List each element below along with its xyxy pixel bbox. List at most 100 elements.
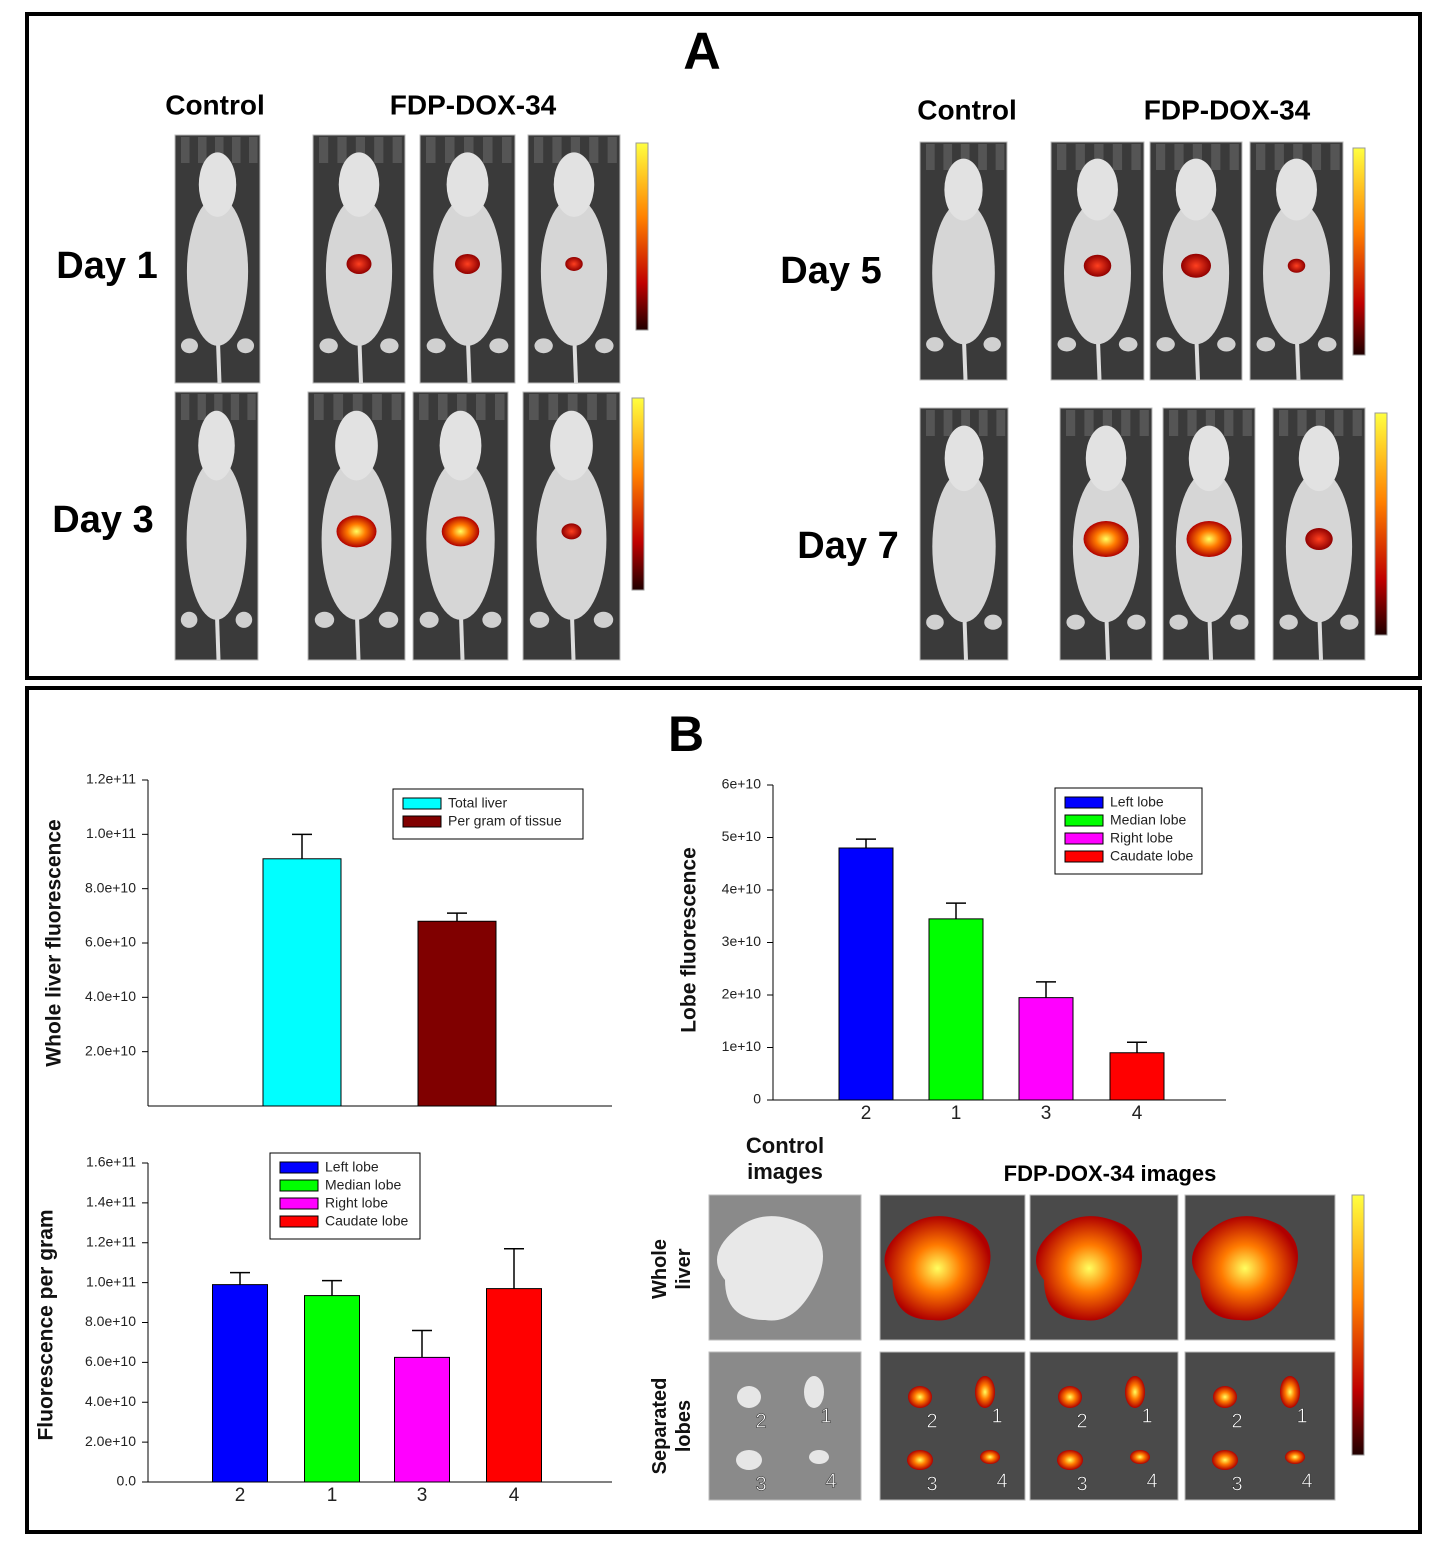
mouse-paw — [1217, 337, 1236, 352]
fluorescence-signal — [1181, 253, 1211, 278]
image-stripe — [926, 410, 935, 436]
liver-lobe — [1058, 1386, 1082, 1408]
image-background — [708, 1351, 862, 1501]
mouse-paw — [180, 338, 198, 354]
y-tick-label: 6.0e+10 — [85, 934, 136, 950]
fluorescence-signal — [336, 515, 377, 548]
y-tick-label: 0 — [753, 1091, 761, 1107]
mouse-body — [540, 197, 608, 346]
image-stripe — [1311, 144, 1322, 170]
image-stripe — [1192, 144, 1202, 170]
mouse-paw — [1169, 614, 1188, 630]
image-stripe — [464, 137, 474, 163]
image-stripe — [355, 137, 365, 163]
fluorescence-signal — [346, 253, 372, 274]
image-stripe — [1352, 410, 1362, 436]
image-stripe — [548, 394, 559, 420]
fluorescence-signal — [565, 256, 583, 271]
mouse-paw — [1340, 614, 1359, 630]
mouse-body — [1263, 201, 1330, 345]
legend-label: Left lobe — [1110, 794, 1164, 810]
liver-lobe — [736, 1450, 762, 1470]
image-stripe — [495, 394, 505, 420]
whole-liver — [1036, 1216, 1142, 1321]
mouse-paw — [489, 338, 509, 354]
lobe-label: 4 — [825, 1470, 836, 1492]
legend-label: Left lobe — [325, 1159, 379, 1175]
bar — [304, 1295, 360, 1483]
mouse-head — [550, 410, 593, 481]
mouse-head — [439, 410, 482, 481]
mouse-paw — [1230, 614, 1249, 630]
mouse-paw — [595, 338, 614, 354]
image-stripe — [1131, 144, 1141, 170]
legend-swatch — [1064, 832, 1104, 845]
image-stripe — [589, 137, 599, 163]
image-stripe — [1187, 410, 1197, 436]
panel-label: A — [683, 23, 721, 81]
image-stripe — [1102, 410, 1112, 436]
image-stripe — [1075, 144, 1085, 170]
row-label: Whole liver — [649, 1239, 695, 1299]
image-stripe — [476, 394, 486, 420]
image-stripe — [197, 394, 206, 420]
liver-lobe — [737, 1386, 761, 1408]
image-stripe — [1242, 410, 1252, 436]
mouse-head — [1276, 158, 1317, 221]
bar — [486, 1288, 542, 1483]
image-stripe — [607, 137, 617, 163]
y-tick-label: 1.2e+11 — [86, 1233, 136, 1249]
bar — [417, 920, 497, 1107]
liver-lobe — [907, 1450, 933, 1470]
y-tick-label: 6.0e+10 — [85, 1353, 136, 1369]
y-tick-label: 2.0e+10 — [85, 1042, 136, 1058]
fluorescence-signal — [441, 516, 480, 547]
image-background — [879, 1351, 1026, 1501]
liver-lobe — [1057, 1450, 1083, 1470]
image-stripe — [372, 394, 382, 420]
fluorescence-signal — [1083, 521, 1129, 558]
column-label: FDP-DOX-34 images — [1004, 1161, 1217, 1186]
fluorescence-signal — [561, 523, 582, 540]
image-stripe — [1211, 144, 1221, 170]
liver-lobe — [1213, 1386, 1237, 1408]
image-stripe — [314, 394, 324, 420]
mouse-paw — [380, 338, 399, 354]
lobe-label: 4 — [996, 1470, 1007, 1492]
image-stripe — [943, 144, 953, 170]
image-stripe — [534, 137, 544, 163]
bar — [1018, 997, 1074, 1101]
image-stripe — [502, 137, 512, 163]
mouse-paw — [926, 614, 944, 630]
column-label: Control — [917, 94, 1017, 125]
mouse-paw — [482, 611, 502, 628]
image-stripe — [214, 394, 223, 420]
y-tick-label: 4.0e+10 — [85, 988, 136, 1004]
liver-lobe — [1285, 1450, 1305, 1464]
image-stripe — [181, 137, 190, 163]
image-stripe — [419, 394, 429, 420]
image-stripe — [996, 410, 1006, 436]
liver-lobe — [1280, 1376, 1300, 1408]
mouse-body — [186, 459, 247, 620]
mouse-body — [932, 470, 996, 623]
mouse-head — [1085, 425, 1127, 492]
image-stripe — [606, 394, 617, 420]
fluorescence-signal — [1305, 528, 1333, 551]
image-stripe — [1139, 410, 1149, 436]
y-tick-label: 8.0e+10 — [85, 1313, 136, 1329]
y-tick-label: 4e+10 — [722, 881, 762, 897]
column-label: FDP-DOX-34 — [1144, 94, 1311, 125]
liver-lobe — [1125, 1376, 1145, 1408]
mouse-paw — [1066, 614, 1085, 630]
image-stripe — [426, 137, 436, 163]
fluorescence-signal — [1186, 521, 1232, 558]
liver-lobe — [980, 1450, 1000, 1464]
y-tick-label: 0.0 — [117, 1473, 137, 1489]
y-tick-label: 1.2e+11 — [86, 771, 136, 787]
legend-label: Caudate lobe — [1110, 848, 1194, 864]
color-scale — [1352, 147, 1366, 356]
image-stripe — [943, 410, 953, 436]
mouse-paw — [235, 611, 253, 628]
mouse-head — [335, 410, 378, 481]
